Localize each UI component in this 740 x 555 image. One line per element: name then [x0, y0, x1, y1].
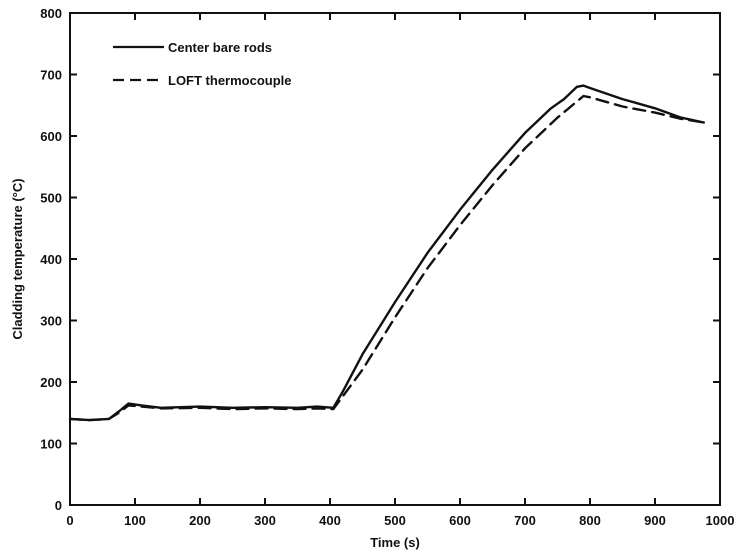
y-tick-label: 400 [40, 252, 62, 267]
legend-label-center-bare-rods: Center bare rods [168, 40, 272, 55]
x-tick-label: 200 [189, 513, 211, 528]
y-tick-label: 200 [40, 375, 62, 390]
legend-label-loft-thermocouple: LOFT thermocouple [168, 73, 292, 88]
y-tick-label: 0 [55, 498, 62, 513]
x-tick-label: 400 [319, 513, 341, 528]
x-tick-label: 300 [254, 513, 276, 528]
series-line-loft-thermocouple [68, 94, 705, 422]
y-tick-label: 800 [40, 6, 62, 21]
x-tick-label: 700 [514, 513, 536, 528]
y-tick-label: 300 [40, 314, 62, 329]
x-tick-label: 500 [384, 513, 406, 528]
y-tick-label: 500 [40, 191, 62, 206]
x-tick-label: 600 [449, 513, 471, 528]
axis-ticks [69, 12, 721, 506]
x-tick-label: 0 [66, 513, 73, 528]
series-layer [68, 84, 705, 422]
x-axis-title: Time (s) [370, 535, 420, 550]
y-tick-label: 100 [40, 437, 62, 452]
x-tick-label: 100 [124, 513, 146, 528]
y-tick-label: 700 [40, 68, 62, 83]
series-line-center-bare-rods [68, 84, 705, 422]
x-tick-label: 1000 [706, 513, 735, 528]
y-axis-title: Cladding temperature (°C) [10, 178, 25, 339]
y-tick-label: 600 [40, 129, 62, 144]
x-tick-label: 900 [644, 513, 666, 528]
legend: Center bare rods LOFT thermocouple [113, 40, 292, 88]
tick-labels: 0 100 200 300 400 500 600 700 800 900 1000 0 100 200 3… [40, 6, 734, 528]
x-tick-label: 800 [579, 513, 601, 528]
